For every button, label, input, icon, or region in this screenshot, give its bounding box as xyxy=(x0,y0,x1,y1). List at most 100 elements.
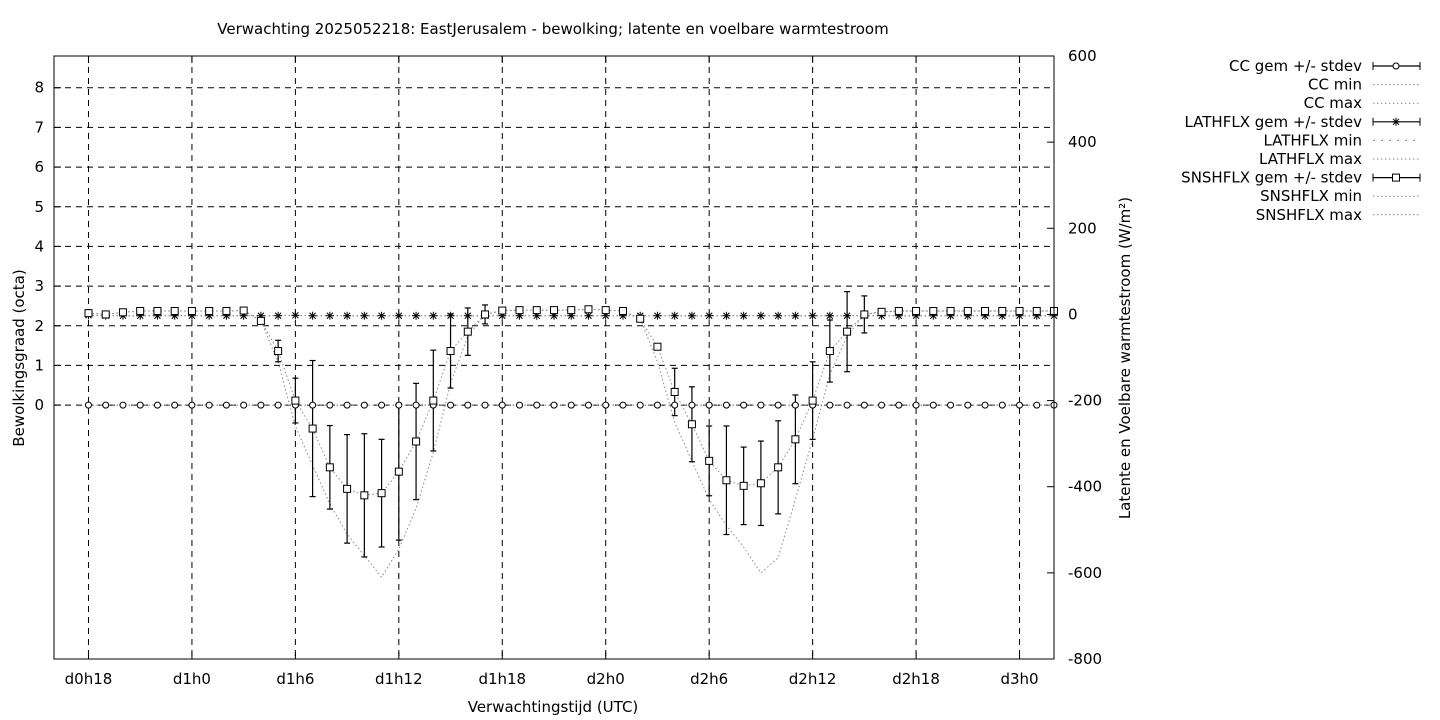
data-point xyxy=(1032,306,1041,315)
data-point xyxy=(860,310,869,319)
y2-tick-label: 0 xyxy=(1068,305,1078,323)
data-point xyxy=(412,437,421,446)
grid xyxy=(54,56,1054,659)
data-point xyxy=(567,306,576,315)
data-point xyxy=(653,342,662,351)
data-point xyxy=(291,311,300,320)
y-tick-label: 6 xyxy=(34,158,44,176)
data-point xyxy=(653,401,661,409)
data-point xyxy=(670,387,679,396)
data-point xyxy=(412,401,420,409)
data-point xyxy=(360,311,369,320)
data-point xyxy=(188,401,196,409)
data-point xyxy=(205,401,213,409)
data-point xyxy=(222,401,230,409)
y2-tick-label: -200 xyxy=(1068,392,1102,410)
data-point xyxy=(550,306,558,315)
data-point xyxy=(308,424,317,433)
data-point xyxy=(550,401,558,409)
data-point xyxy=(756,311,765,320)
data-point xyxy=(360,401,368,409)
data-point xyxy=(136,306,145,315)
plot-frame xyxy=(53,55,1055,660)
data-point xyxy=(878,401,886,409)
data-point xyxy=(843,311,852,320)
x-tick-label: d2h18 xyxy=(892,670,940,688)
x-tick-label: d2h6 xyxy=(690,670,728,688)
data-point xyxy=(136,401,144,409)
data-point xyxy=(808,396,817,405)
data-point xyxy=(532,306,541,315)
y2-tick-label: -400 xyxy=(1068,478,1102,496)
data-point xyxy=(774,463,783,472)
data-point xyxy=(515,306,524,315)
data-point xyxy=(981,306,990,315)
data-point xyxy=(584,401,592,409)
data-point xyxy=(429,396,438,405)
data-point xyxy=(343,401,351,409)
data-point xyxy=(895,401,903,409)
data-point xyxy=(843,327,852,336)
data-point xyxy=(756,479,765,488)
data-point xyxy=(998,401,1006,409)
x-axis-label: Verwachtingstijd (UTC) xyxy=(468,698,639,716)
y2-tick-label: -800 xyxy=(1068,650,1102,668)
data-point xyxy=(912,306,921,315)
data-point xyxy=(101,310,110,319)
data-point xyxy=(308,311,317,320)
y-tick-label: 5 xyxy=(34,198,44,216)
data-point xyxy=(118,308,127,317)
data-point xyxy=(687,420,696,429)
data-point xyxy=(877,307,886,316)
data-point xyxy=(963,306,972,315)
data-point xyxy=(946,306,955,315)
data-point xyxy=(205,306,214,315)
data-point xyxy=(791,435,800,444)
data-point xyxy=(377,489,386,498)
x-tick-label: d1h0 xyxy=(173,670,211,688)
data-point xyxy=(826,401,834,409)
data-point xyxy=(981,401,989,409)
error-bars xyxy=(275,291,868,558)
data-point xyxy=(739,311,748,320)
data-point xyxy=(274,347,283,356)
data-point xyxy=(395,401,403,409)
data-point xyxy=(740,401,748,409)
data-point xyxy=(171,401,179,409)
data-point xyxy=(446,311,455,320)
data-point xyxy=(343,311,352,320)
data-point xyxy=(498,401,506,409)
data-point xyxy=(567,401,575,409)
data-point xyxy=(705,456,714,465)
legend-label: SNSHFLX gem +/- stdev xyxy=(1181,169,1362,187)
y2-tick-label: 600 xyxy=(1068,47,1097,65)
data-point xyxy=(516,401,524,409)
data-point xyxy=(343,484,352,493)
data-point xyxy=(774,311,783,320)
data-point xyxy=(843,401,851,409)
data-point xyxy=(274,311,283,320)
data-point xyxy=(808,311,817,320)
data-point xyxy=(1016,401,1024,409)
legend-label: CC max xyxy=(1304,94,1363,112)
y-tick-label: 2 xyxy=(34,317,44,335)
data-point xyxy=(912,401,920,409)
legend-sample-marker xyxy=(1392,117,1400,126)
data-point xyxy=(791,311,800,320)
data-point xyxy=(274,401,282,409)
data-point xyxy=(998,306,1007,315)
x-tick-label: d1h12 xyxy=(375,670,423,688)
y2-tick-label: 400 xyxy=(1068,133,1097,151)
data-point xyxy=(964,401,972,409)
y2-tick-label: 200 xyxy=(1068,219,1097,237)
y-axis-label: Bewolkingsgraad (octa) xyxy=(10,269,28,446)
data-point xyxy=(291,396,300,405)
data-point xyxy=(1033,401,1041,409)
x-tick-label: d3h0 xyxy=(1000,670,1038,688)
legend-label: LATHFLX gem +/- stdev xyxy=(1184,113,1362,131)
legend-sample-marker xyxy=(1392,173,1400,182)
data-point xyxy=(222,306,231,315)
legend-label: LATHFLX max xyxy=(1259,150,1362,168)
data-point xyxy=(377,311,386,320)
